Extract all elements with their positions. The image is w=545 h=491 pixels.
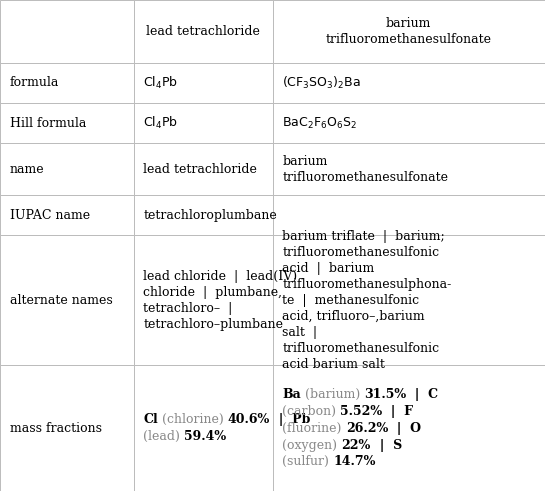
Bar bbox=[272, 0, 545, 63]
Bar bbox=[0, 195, 134, 235]
Text: $\mathrm{Cl_4Pb}$: $\mathrm{Cl_4Pb}$ bbox=[143, 75, 178, 91]
Text: (barium): (barium) bbox=[301, 388, 364, 401]
Text: name: name bbox=[10, 163, 45, 176]
Text: 31.5%: 31.5% bbox=[364, 388, 407, 401]
Text: (carbon): (carbon) bbox=[282, 405, 340, 418]
Text: |  O: | O bbox=[388, 422, 421, 435]
Text: lead tetrachloride: lead tetrachloride bbox=[143, 163, 257, 176]
Bar bbox=[272, 235, 545, 365]
Text: alternate names: alternate names bbox=[10, 294, 113, 307]
Bar bbox=[0, 235, 134, 365]
Bar bbox=[134, 0, 272, 63]
Text: 59.4%: 59.4% bbox=[184, 430, 226, 443]
Bar bbox=[134, 143, 272, 195]
Bar bbox=[134, 365, 272, 491]
Text: |  C: | C bbox=[407, 388, 439, 401]
Bar bbox=[272, 63, 545, 103]
Text: 5.52%: 5.52% bbox=[340, 405, 383, 418]
Bar bbox=[272, 143, 545, 195]
Bar bbox=[272, 365, 545, 491]
Text: barium
trifluoromethanesulfonate: barium trifluoromethanesulfonate bbox=[282, 155, 449, 184]
Text: (fluorine): (fluorine) bbox=[282, 422, 346, 435]
Text: $\mathrm{BaC_2F_6O_6S_2}$: $\mathrm{BaC_2F_6O_6S_2}$ bbox=[282, 116, 357, 131]
Text: IUPAC name: IUPAC name bbox=[10, 209, 90, 221]
Text: (chlorine): (chlorine) bbox=[158, 413, 228, 426]
Bar bbox=[272, 103, 545, 143]
Text: formula: formula bbox=[10, 77, 59, 89]
Text: mass fractions: mass fractions bbox=[10, 422, 102, 435]
Text: |  Pb: | Pb bbox=[270, 413, 311, 426]
Text: $\mathrm{(CF_3SO_3)_2Ba}$: $\mathrm{(CF_3SO_3)_2Ba}$ bbox=[282, 75, 361, 91]
Bar bbox=[134, 103, 272, 143]
Text: tetrachloroplumbane: tetrachloroplumbane bbox=[143, 209, 277, 221]
Text: (sulfur): (sulfur) bbox=[282, 455, 333, 468]
Text: 40.6%: 40.6% bbox=[228, 413, 270, 426]
Bar bbox=[134, 195, 272, 235]
Text: Cl: Cl bbox=[143, 413, 158, 426]
Bar bbox=[0, 63, 134, 103]
Text: $\mathrm{Cl_4Pb}$: $\mathrm{Cl_4Pb}$ bbox=[143, 115, 178, 131]
Text: 26.2%: 26.2% bbox=[346, 422, 388, 435]
Bar bbox=[272, 195, 545, 235]
Bar bbox=[134, 63, 272, 103]
Text: lead chloride  |  lead(IV)
chloride  |  plumbane,
tetrachloro–  |
tetrachloro–pl: lead chloride | lead(IV) chloride | plum… bbox=[143, 270, 298, 331]
Text: (lead): (lead) bbox=[143, 430, 184, 443]
Text: Hill formula: Hill formula bbox=[10, 117, 86, 130]
Bar bbox=[134, 235, 272, 365]
Text: |  F: | F bbox=[383, 405, 414, 418]
Bar bbox=[0, 143, 134, 195]
Text: barium
trifluoromethanesulfonate: barium trifluoromethanesulfonate bbox=[326, 17, 492, 46]
Text: barium triflate  |  barium;
trifluoromethanesulfonic
acid  |  barium
trifluorome: barium triflate | barium; trifluorometha… bbox=[282, 230, 452, 371]
Text: |  S: | S bbox=[371, 438, 402, 452]
Text: (oxygen): (oxygen) bbox=[282, 438, 341, 452]
Text: lead tetrachloride: lead tetrachloride bbox=[146, 25, 260, 38]
Bar bbox=[0, 103, 134, 143]
Text: 22%: 22% bbox=[341, 438, 371, 452]
Text: 14.7%: 14.7% bbox=[333, 455, 376, 468]
Bar bbox=[0, 0, 134, 63]
Bar bbox=[0, 365, 134, 491]
Text: Ba: Ba bbox=[282, 388, 301, 401]
